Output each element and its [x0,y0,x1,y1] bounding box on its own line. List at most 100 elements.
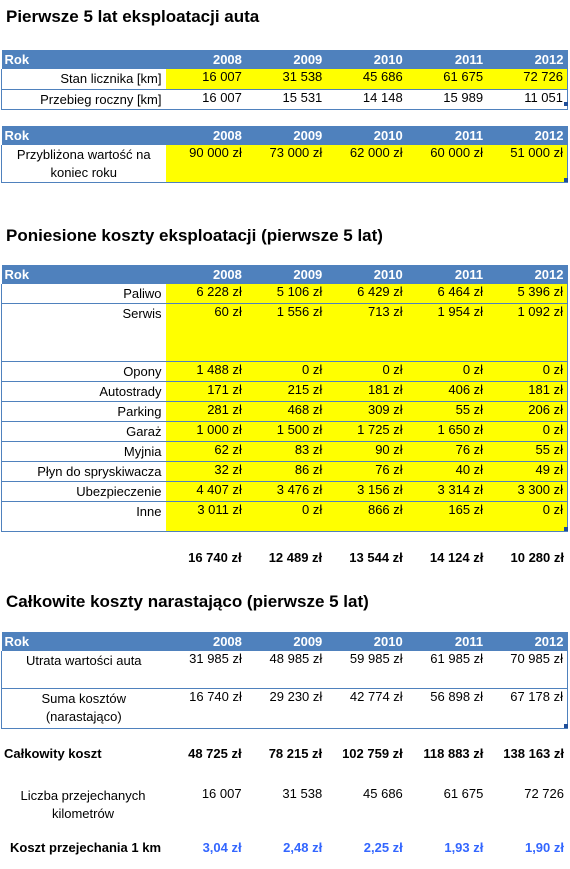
cell[interactable]: 6 429 zł [326,284,407,304]
cell[interactable]: 45 686 [326,69,407,90]
totals-row: 16 740 zł 12 489 zł 13 544 zł 14 124 zł … [1,550,568,570]
cell: 61 675 [443,786,484,801]
resize-handle[interactable] [564,527,568,531]
cell[interactable]: 3 300 zł [487,481,569,502]
cell[interactable]: 72 726 [487,69,569,90]
cell[interactable]: 31 985 zł [165,651,246,689]
cell[interactable]: 60 zł [165,303,246,362]
row-label: Opony [1,361,166,382]
cell[interactable]: 1 488 zł [165,361,246,382]
cell[interactable]: 866 zł [326,501,407,532]
cell[interactable]: 16 007 [165,89,246,110]
cell[interactable]: 14 148 [326,89,407,110]
cell[interactable]: 165 zł [406,501,488,532]
cell[interactable]: 55 zł [487,441,569,462]
cell[interactable]: 60 000 zł [406,145,488,183]
cell[interactable]: 6 228 zł [165,284,246,304]
header-row: Rok 2008 2009 2010 2011 2012 [1,50,568,69]
cell[interactable]: 90 zł [326,441,407,462]
resize-handle[interactable] [564,102,568,106]
cell[interactable]: 1 954 zł [406,303,488,362]
year-2011: 2011 [406,632,488,651]
cell[interactable]: 1 500 zł [245,421,327,442]
cell[interactable]: 0 zł [487,501,569,532]
cell[interactable]: 0 zł [245,361,327,382]
cell[interactable]: 0 zł [487,421,569,442]
cell[interactable]: 16 007 [165,69,246,90]
cell[interactable]: 56 898 zł [406,688,488,729]
cell[interactable]: 181 zł [487,381,569,402]
cell[interactable]: 15 531 [245,89,327,110]
cell[interactable]: 0 zł [487,361,569,382]
cell[interactable]: 76 zł [406,441,488,462]
cell[interactable]: 59 985 zł [326,651,407,689]
header-row: Rok 2008 2009 2010 2011 2012 [1,265,568,284]
cell[interactable]: 1 650 zł [406,421,488,442]
year-2008: 2008 [165,50,246,69]
cell[interactable]: 90 000 zł [165,145,246,183]
cell[interactable]: 3 476 zł [245,481,327,502]
cell[interactable]: 62 000 zł [326,145,407,183]
cell[interactable]: 67 178 zł [487,688,569,729]
cell[interactable]: 29 230 zł [245,688,327,729]
cell[interactable]: 51 000 zł [487,145,569,183]
cell[interactable]: 55 zł [406,401,488,422]
cell[interactable]: 406 zł [406,381,488,402]
row-label: Inne [1,501,166,532]
resize-handle[interactable] [564,178,568,182]
cell[interactable]: 16 740 zł [165,688,246,729]
cell[interactable]: 62 zł [165,441,246,462]
cell[interactable]: 49 zł [487,461,569,482]
year-2009: 2009 [245,632,327,651]
row-label: Serwis [1,303,166,362]
cell[interactable]: 281 zł [165,401,246,422]
cell[interactable]: 76 zł [326,461,407,482]
cell[interactable]: 1 556 zł [245,303,327,362]
cell: 45 686 [363,786,403,801]
cell[interactable]: 11 051 [487,89,569,110]
cell[interactable]: 48 985 zł [245,651,327,689]
cell[interactable]: 42 774 zł [326,688,407,729]
cell[interactable]: 31 538 [245,69,327,90]
cell[interactable]: 1 725 zł [326,421,407,442]
year-2008: 2008 [165,265,246,284]
cell[interactable]: 4 407 zł [165,481,246,502]
year-2010: 2010 [326,265,407,284]
cell[interactable]: 309 zł [326,401,407,422]
cell[interactable]: 1 000 zł [165,421,246,442]
year-2011: 2011 [406,126,488,145]
cell[interactable]: 0 zł [245,501,327,532]
cell[interactable]: 3 011 zł [165,501,246,532]
cell[interactable]: 86 zł [245,461,327,482]
cell[interactable]: 713 zł [326,303,407,362]
cell[interactable]: 468 zł [245,401,327,422]
cell[interactable]: 3 156 zł [326,481,407,502]
value-table: Rok 2008 2009 2010 2011 2012 Przybliżona… [1,126,569,183]
cell[interactable]: 206 zł [487,401,569,422]
cell[interactable]: 40 zł [406,461,488,482]
cell[interactable]: 83 zł [245,441,327,462]
cell[interactable]: 171 zł [165,381,246,402]
cell[interactable]: 6 464 zł [406,284,488,304]
cell[interactable]: 1 092 zł [487,303,569,362]
resize-handle[interactable] [564,724,568,728]
cell[interactable]: 215 zł [245,381,327,402]
cell[interactable]: 3 314 zł [406,481,488,502]
cell[interactable]: 181 zł [326,381,407,402]
cell[interactable]: 70 985 zł [487,651,569,689]
cell[interactable]: 0 zł [326,361,407,382]
cell[interactable]: 32 zł [165,461,246,482]
row-label: Garaż [1,421,166,442]
total-cell: 10 280 zł [510,550,565,565]
cost-per-km-row: Koszt przejechania 1 km 3,04 zł 2,48 zł … [1,840,568,860]
cell[interactable]: 5 396 zł [487,284,569,304]
cell[interactable]: 15 989 [406,89,488,110]
total-cell: 13 544 zł [349,550,403,565]
cell[interactable]: 73 000 zł [245,145,327,183]
cell[interactable]: 0 zł [406,361,488,382]
year-2010: 2010 [326,632,407,651]
cell[interactable]: 5 106 zł [245,284,327,304]
cell[interactable]: 61 675 [406,69,488,90]
cell[interactable]: 61 985 zł [406,651,488,689]
year-2011: 2011 [406,265,488,284]
